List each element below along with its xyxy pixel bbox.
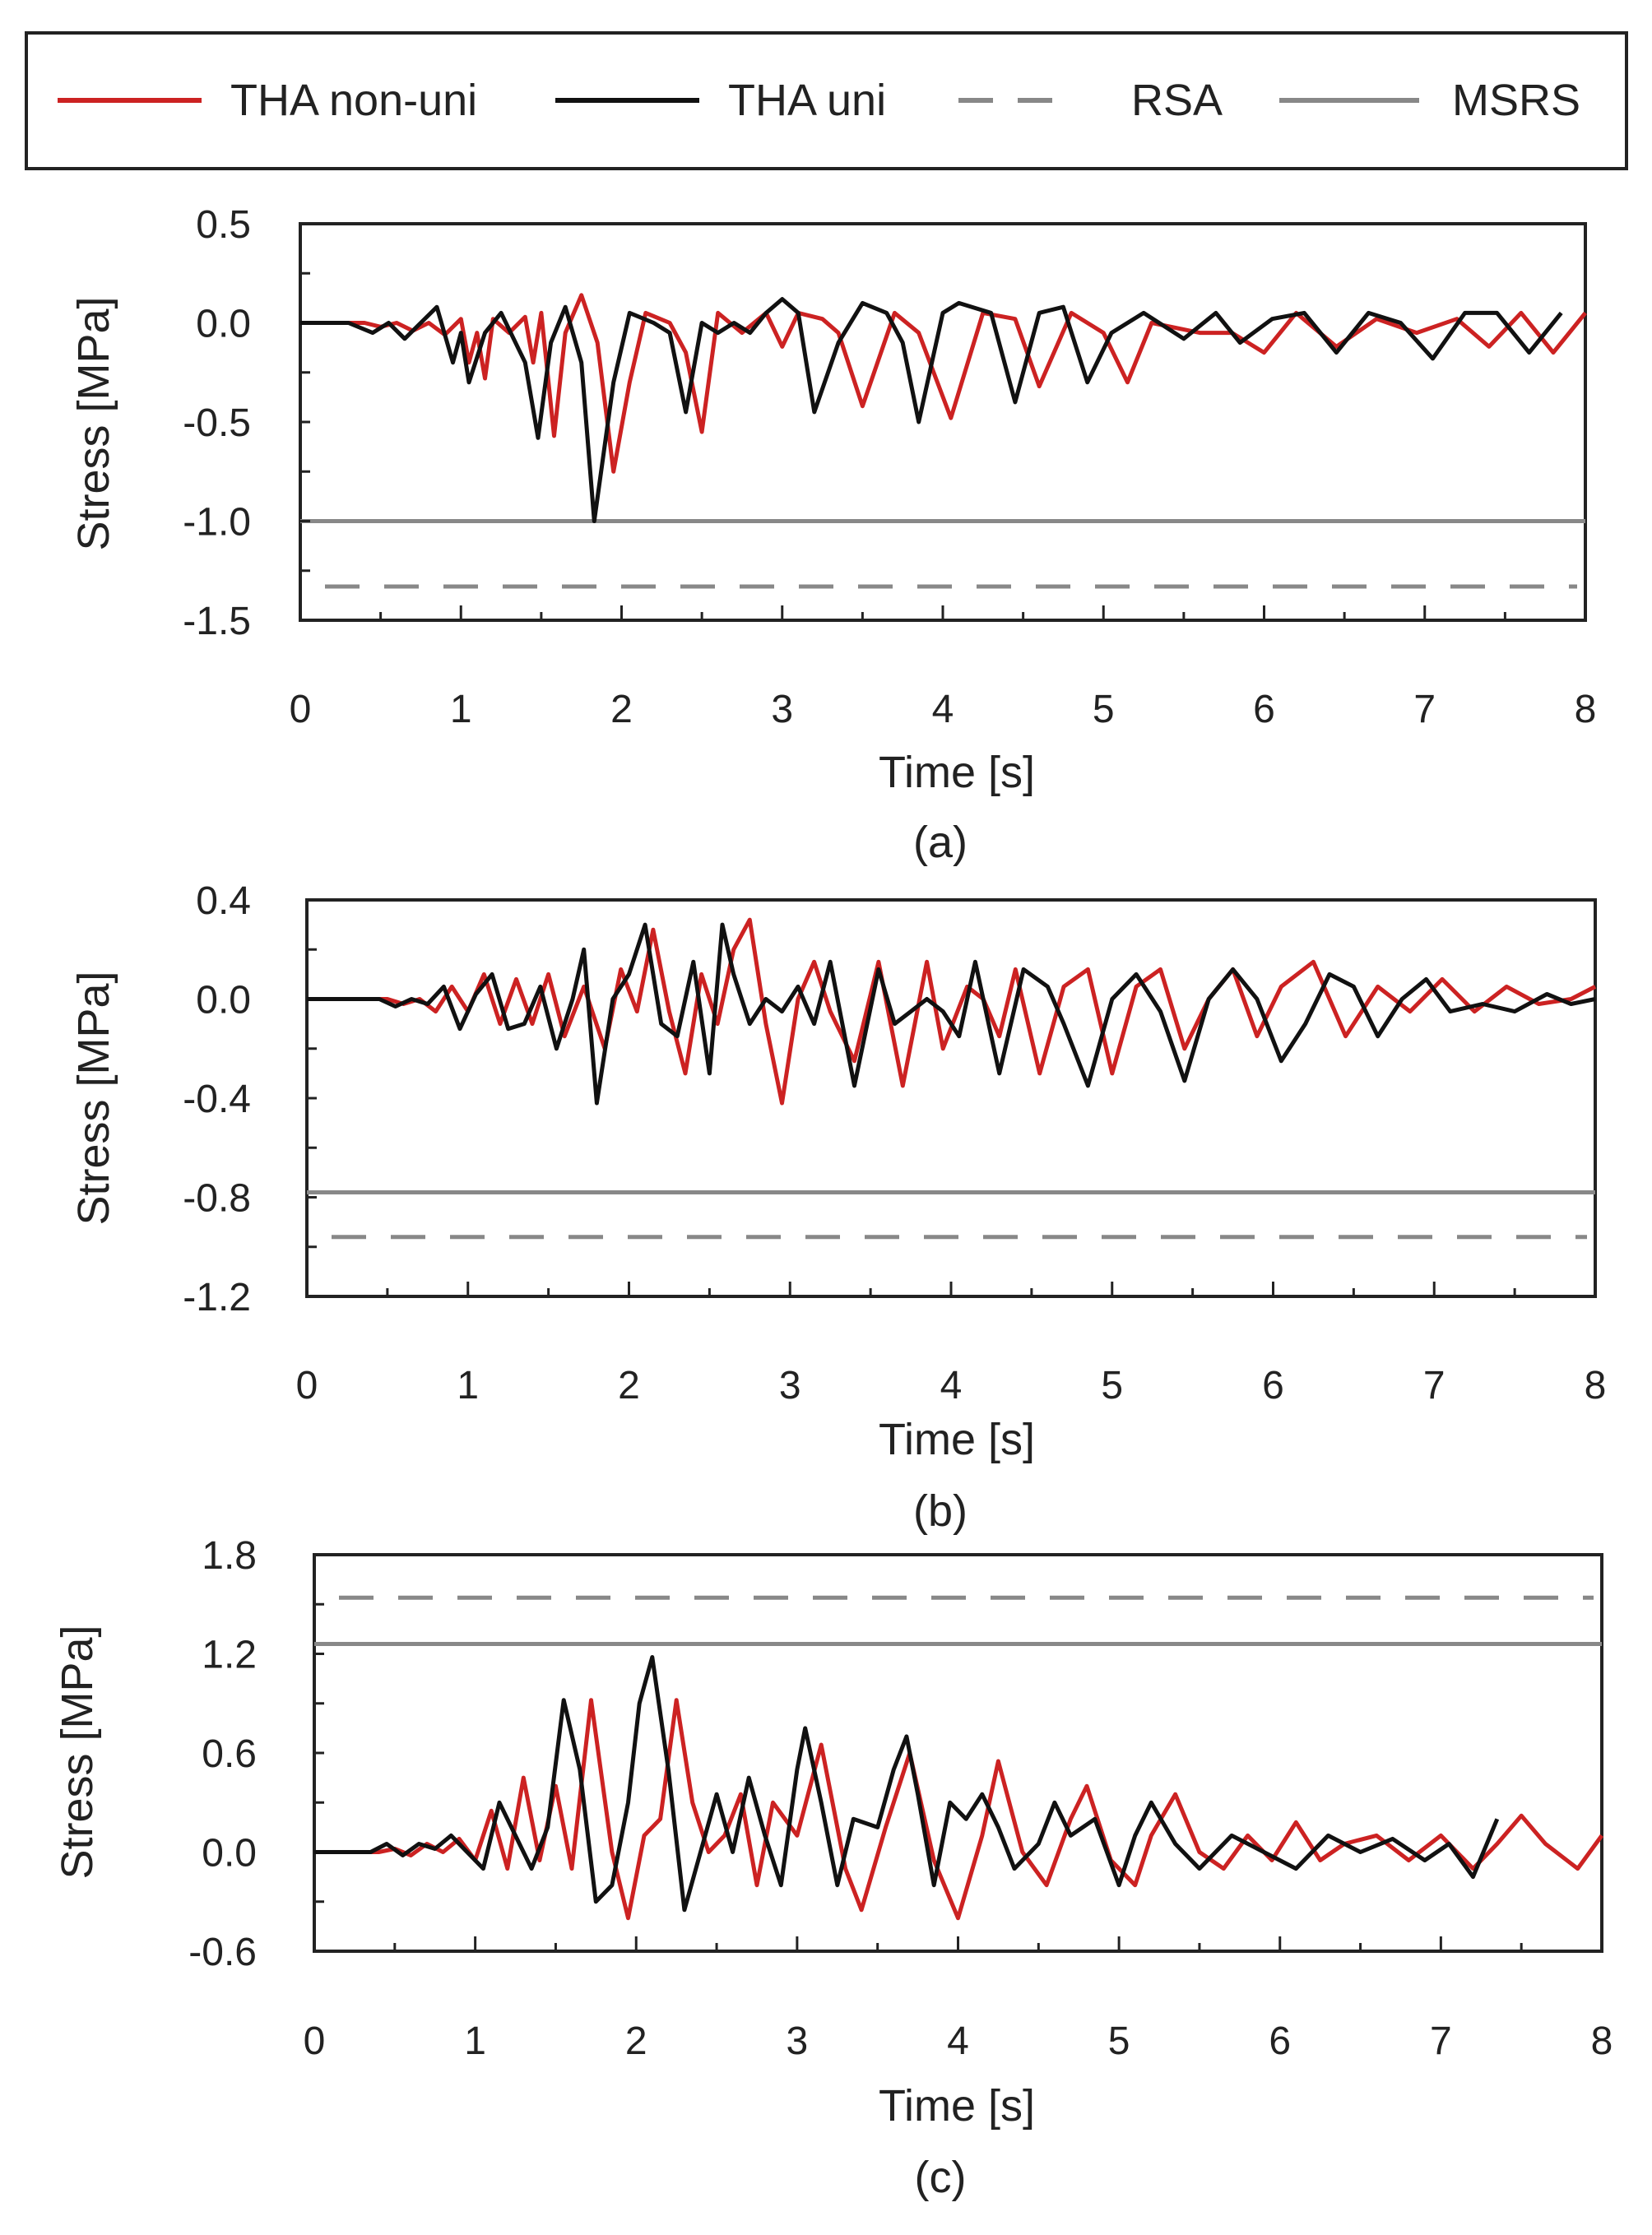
panel-c-plot-frame: [313, 1553, 1603, 1953]
panel-b-ytick-labels: 0.4 0.0 -0.4 -0.8 -1.2: [183, 879, 251, 1319]
panel-c-xtick-label: 1: [464, 2019, 486, 2063]
panel-c-xtick-labels: 0 1 2 3 4 5 6 7 8: [304, 2019, 1613, 2063]
panel-c-xtick-label: 6: [1269, 2019, 1291, 2063]
panel-a-xtick-label: 1: [450, 688, 472, 731]
panel-b-caption: (b): [913, 1486, 968, 1536]
panel-c-ytick-label: 0.6: [202, 1732, 257, 1776]
panel-a-xtick-labels: 0 1 2 3 4 5 6 7 8: [290, 688, 1597, 731]
panel-a-ytick-label: -1.0: [183, 501, 251, 545]
panel-b-xtick-label: 8: [1585, 1364, 1607, 1407]
panel-a-xtick-label: 4: [932, 688, 954, 731]
panel-a-ytick-label: 0.0: [196, 303, 251, 346]
panel-b-ylabel: Stress [MPa]: [69, 971, 118, 1225]
panel-b-series-uniform: [307, 922, 1596, 1106]
panel-c-ytick-label: 0.0: [202, 1832, 257, 1876]
panel-a-plot-frame: [299, 222, 1587, 622]
panel-a-ytick-label: -1.5: [183, 600, 251, 643]
panel-c-xtick-label: 7: [1430, 2019, 1452, 2063]
panel-a-xtick-label: 7: [1413, 688, 1436, 731]
panel-a-xtick-label: 6: [1253, 688, 1275, 731]
panel-b-xtick-label: 7: [1423, 1364, 1446, 1407]
panel-b-ytick-label: -0.4: [183, 1078, 251, 1121]
panel-c-xtick-label: 0: [304, 2019, 326, 2063]
panel-a-xtick-label: 3: [771, 688, 793, 731]
panel-c-xlabel: Time [s]: [879, 2081, 1035, 2131]
panel-a-xtick-label: 8: [1575, 688, 1597, 731]
panel-c-ytick-label: 1.8: [202, 1534, 257, 1578]
panel-b-ytick-label: 0.4: [196, 879, 251, 923]
panel-c-ylabel: Stress [MPa]: [53, 1625, 102, 1879]
panel-b-xtick-label: 5: [1101, 1364, 1123, 1407]
panel-a: 0.5 0.0 -0.5 -1.0 -1.5 0 1 2 3 4 5 6 7 8 Stress [MPa…: [69, 203, 1596, 867]
panel-c-xtick-label: 2: [625, 2019, 647, 2063]
legend: THA non-uni THA uni RSA MSRS: [25, 31, 1628, 170]
panel-b-xtick-label: 2: [618, 1364, 640, 1407]
legend-label-uniform: THA uni: [728, 76, 886, 125]
panel-b-series-non-uniform: [307, 917, 1597, 1106]
legend-label-non-uniform: THA non-uni: [230, 76, 477, 125]
panel-a-xtick-label: 5: [1093, 688, 1115, 731]
panel-c-xtick-label: 8: [1591, 2019, 1613, 2063]
panel-a-ticks: [299, 222, 1587, 622]
panel-b: 0.4 0.0 -0.4 -0.8 -1.2 0 1 2 3 4 5 6 7 8 Stress [MPa…: [69, 879, 1606, 1536]
legend-label-msrs: MSRS: [1452, 76, 1580, 125]
panel-a-ytick-label: 0.5: [196, 203, 251, 247]
panel-a-ytick-labels: 0.5 0.0 -0.5 -1.0 -1.5: [183, 203, 251, 643]
panel-c-xtick-label: 5: [1108, 2019, 1130, 2063]
panel-b-xtick-label: 0: [296, 1364, 318, 1407]
panel-c-series-non-uniform: [314, 1698, 1604, 1921]
panel-a-series-non-uniform: [300, 293, 1587, 474]
panel-c-ticks: [313, 1553, 1603, 1953]
panel-b-ytick-label: -0.8: [183, 1177, 251, 1221]
panel-b-xtick-label: 1: [457, 1364, 479, 1407]
panel-a-xlabel: Time [s]: [879, 748, 1035, 797]
panel-c-xtick-label: 4: [947, 2019, 969, 2063]
panel-c-caption: (c): [915, 2153, 967, 2202]
panel-b-xlabel: Time [s]: [879, 1415, 1035, 1464]
panel-c-series-uniform: [314, 1655, 1500, 1913]
panel-b-ytick-label: -1.2: [183, 1276, 251, 1319]
panel-c-xtick-label: 3: [787, 2019, 809, 2063]
panel-b-xtick-label: 4: [940, 1364, 963, 1407]
panel-b-xtick-label: 3: [779, 1364, 801, 1407]
panel-a-xtick-label: 2: [610, 688, 633, 731]
panel-b-xtick-label: 6: [1262, 1364, 1284, 1407]
panel-a-caption: (a): [913, 818, 968, 867]
panel-b-xtick-labels: 0 1 2 3 4 5 6 7 8: [296, 1364, 1607, 1407]
panel-a-series-uniform: [300, 297, 1563, 523]
panel-a-xtick-label: 0: [290, 688, 312, 731]
panel-c-ytick-label: 1.2: [202, 1634, 257, 1677]
panel-c-ytick-labels: 1.8 1.2 0.6 0.0 -0.6: [188, 1534, 257, 1974]
panel-b-ytick-label: 0.0: [196, 979, 251, 1022]
legend-label-rsa: RSA: [1131, 76, 1223, 125]
panel-a-ylabel: Stress [MPa]: [69, 296, 118, 550]
panel-c-ytick-label: -0.6: [188, 1931, 257, 1974]
panel-a-ytick-label: -0.5: [183, 401, 251, 445]
